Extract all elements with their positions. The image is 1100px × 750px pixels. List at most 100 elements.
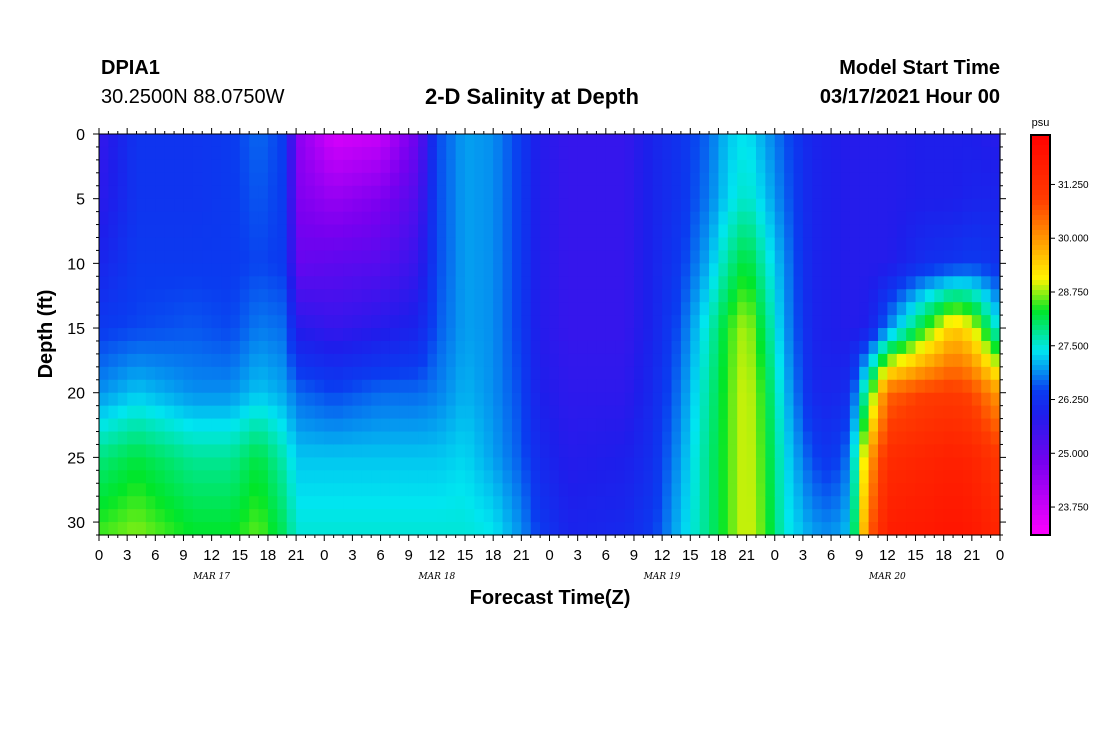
heatmap-cell	[136, 263, 147, 277]
heatmap-cell	[549, 146, 560, 161]
heatmap-cell	[465, 315, 476, 329]
colorbar-segment	[1031, 490, 1050, 496]
heatmap-cell	[230, 328, 241, 342]
heatmap-cell	[483, 250, 494, 264]
heatmap-cell	[371, 366, 382, 381]
heatmap-cell	[915, 185, 926, 200]
colorbar-segment	[1031, 365, 1050, 371]
heatmap-cell	[934, 172, 945, 187]
colorbar-segment	[1031, 420, 1050, 426]
heatmap-cell	[896, 146, 907, 161]
heatmap-cell	[521, 185, 532, 200]
heatmap-cell	[136, 392, 147, 407]
heatmap-cell	[859, 353, 870, 368]
heatmap-cell	[521, 431, 532, 446]
heatmap-cell	[709, 379, 720, 394]
heatmap-cell	[408, 224, 419, 239]
heatmap-cell	[709, 237, 720, 252]
heatmap-cell	[267, 470, 278, 484]
heatmap-cell	[765, 483, 776, 497]
heatmap-cell	[314, 224, 325, 239]
heatmap-cell	[624, 522, 635, 536]
heatmap-cell	[896, 509, 907, 523]
heatmap-cell	[840, 405, 851, 420]
heatmap-cell	[389, 159, 400, 174]
heatmap-cell	[690, 159, 701, 174]
heatmap-cell	[155, 211, 166, 226]
colorbar-segment	[1031, 385, 1050, 391]
heatmap-cell	[699, 340, 710, 355]
heatmap-cell	[258, 134, 269, 148]
heatmap-cell	[333, 315, 344, 329]
heatmap-cell	[183, 198, 194, 213]
heatmap-cell	[418, 431, 429, 446]
heatmap-cell	[821, 444, 832, 458]
heatmap-cell	[474, 522, 485, 536]
heatmap-cell	[662, 134, 673, 148]
heatmap-cell	[755, 263, 766, 277]
heatmap-cell	[840, 224, 851, 239]
heatmap-cell	[709, 146, 720, 161]
heatmap-cell	[286, 211, 297, 226]
heatmap-cell	[831, 328, 842, 342]
heatmap-cell	[249, 392, 260, 407]
heatmap-cell	[671, 237, 682, 252]
heatmap-cell	[624, 134, 635, 148]
heatmap-cell	[305, 431, 316, 446]
heatmap-cell	[361, 198, 372, 213]
heatmap-cell	[549, 353, 560, 368]
heatmap-cell	[305, 146, 316, 161]
heatmap-cell	[906, 134, 917, 148]
heatmap-cell	[690, 224, 701, 239]
heatmap-cell	[483, 353, 494, 368]
heatmap-cell	[971, 366, 982, 381]
heatmap-cell	[352, 211, 363, 226]
heatmap-cell	[896, 405, 907, 420]
heatmap-cell	[699, 263, 710, 277]
heatmap-cell	[924, 328, 935, 342]
heatmap-cell	[615, 366, 626, 381]
colorbar-segment	[1031, 455, 1050, 461]
heatmap-cell	[343, 185, 354, 200]
heatmap-cell	[446, 263, 457, 277]
heatmap-cell	[924, 237, 935, 252]
heatmap-cell	[596, 470, 607, 484]
heatmap-cell	[596, 134, 607, 148]
heatmap-cell	[596, 522, 607, 536]
heatmap-cell	[202, 418, 213, 433]
heatmap-cell	[643, 509, 654, 523]
heatmap-cell	[530, 340, 541, 355]
heatmap-cell	[680, 302, 691, 316]
heatmap-cell	[117, 496, 128, 510]
heatmap-cell	[765, 198, 776, 213]
heatmap-cell	[737, 431, 748, 446]
heatmap-cell	[981, 302, 992, 316]
heatmap-cell	[343, 483, 354, 497]
colorbar-segment	[1031, 350, 1050, 356]
heatmap-cell	[887, 444, 898, 458]
heatmap-cell	[230, 250, 241, 264]
heatmap-cell	[774, 353, 785, 368]
heatmap-cell	[230, 302, 241, 316]
heatmap-cell	[540, 250, 551, 264]
heatmap-cell	[267, 418, 278, 433]
heatmap-cell	[812, 379, 823, 394]
heatmap-cell	[737, 366, 748, 381]
x-tick-label: 3	[799, 547, 807, 564]
heatmap-cell	[239, 431, 250, 446]
heatmap-cell	[408, 211, 419, 226]
heatmap-cell	[202, 146, 213, 161]
heatmap-cell	[117, 224, 128, 239]
heatmap-cell	[108, 340, 119, 355]
heatmap-cell	[568, 509, 579, 523]
x-tick-label: 18	[710, 547, 727, 564]
heatmap-cell	[258, 509, 269, 523]
heatmap-cell	[333, 470, 344, 484]
heatmap-cell	[549, 263, 560, 277]
heatmap-cell	[558, 211, 569, 226]
heatmap-cell	[784, 185, 795, 200]
heatmap-cell	[765, 392, 776, 407]
station-coordinates: 30.2500N 88.0750W	[101, 86, 285, 108]
heatmap-cell	[605, 172, 616, 187]
heatmap-cell	[943, 146, 954, 161]
